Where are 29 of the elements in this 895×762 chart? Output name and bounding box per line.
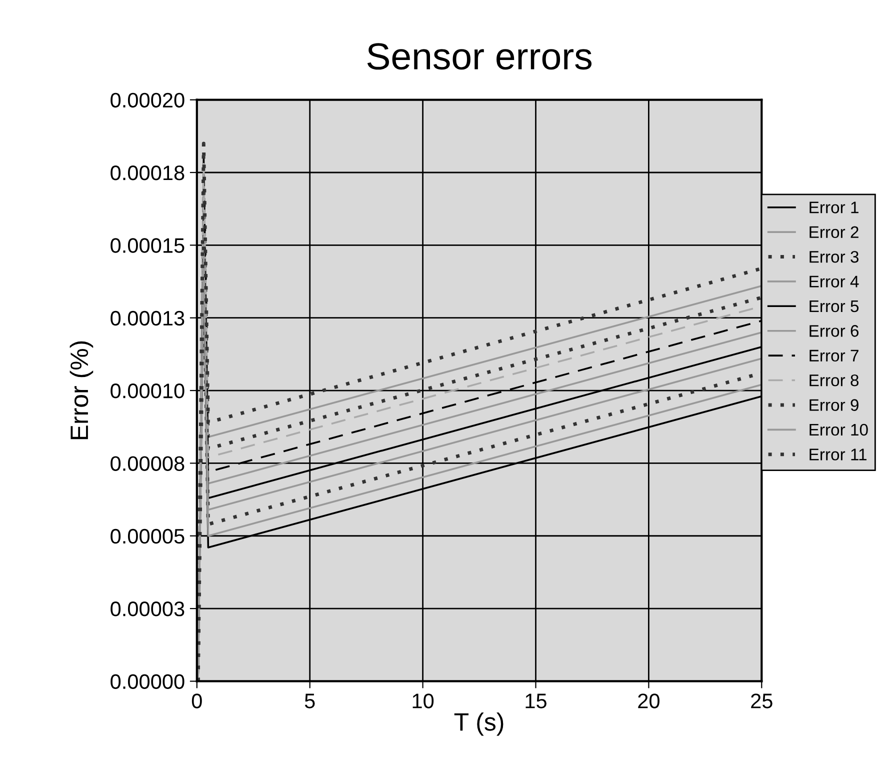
legend-label: Error 7 [810,350,858,362]
legend-label: Error 10 [810,424,868,436]
legend-label: Error 2 [810,226,858,238]
legend-label: Error 9 [810,399,858,411]
y-tick-label: 0.00015 [110,238,184,253]
x-tick-label: 20 [638,694,660,708]
legend-label: Error 1 [810,202,858,214]
legend-label: Error 8 [810,374,859,386]
y-tick-label: 0.00003 [110,602,184,616]
x-tick-label: 5 [304,694,315,708]
x-tick-label: 10 [412,694,434,708]
chart-title: Sensor errors [367,43,592,70]
legend-label: Error 3 [810,250,859,263]
x-tick-label: 25 [751,694,772,708]
y-tick-label: 0.00020 [110,92,184,108]
y-axis-title: Error (%) [70,341,94,440]
x-tick-label: 15 [526,694,546,708]
legend-label: Error 11 [810,448,866,460]
y-tick-label: 0.00013 [110,310,184,326]
y-tick-label: 0.00008 [110,456,184,471]
x-tick-label: 0 [192,694,202,708]
legend-label: Error 5 [810,300,859,312]
y-tick-label: 0.00005 [110,528,184,544]
y-tick-label: 0.00010 [110,384,184,398]
y-tick-label: 0.00018 [110,166,184,180]
x-axis-title: T (s) [454,712,504,736]
legend-label: Error 4 [810,276,859,288]
legend-label: Error 6 [810,325,859,337]
y-tick-label: 0.00000 [110,674,184,689]
